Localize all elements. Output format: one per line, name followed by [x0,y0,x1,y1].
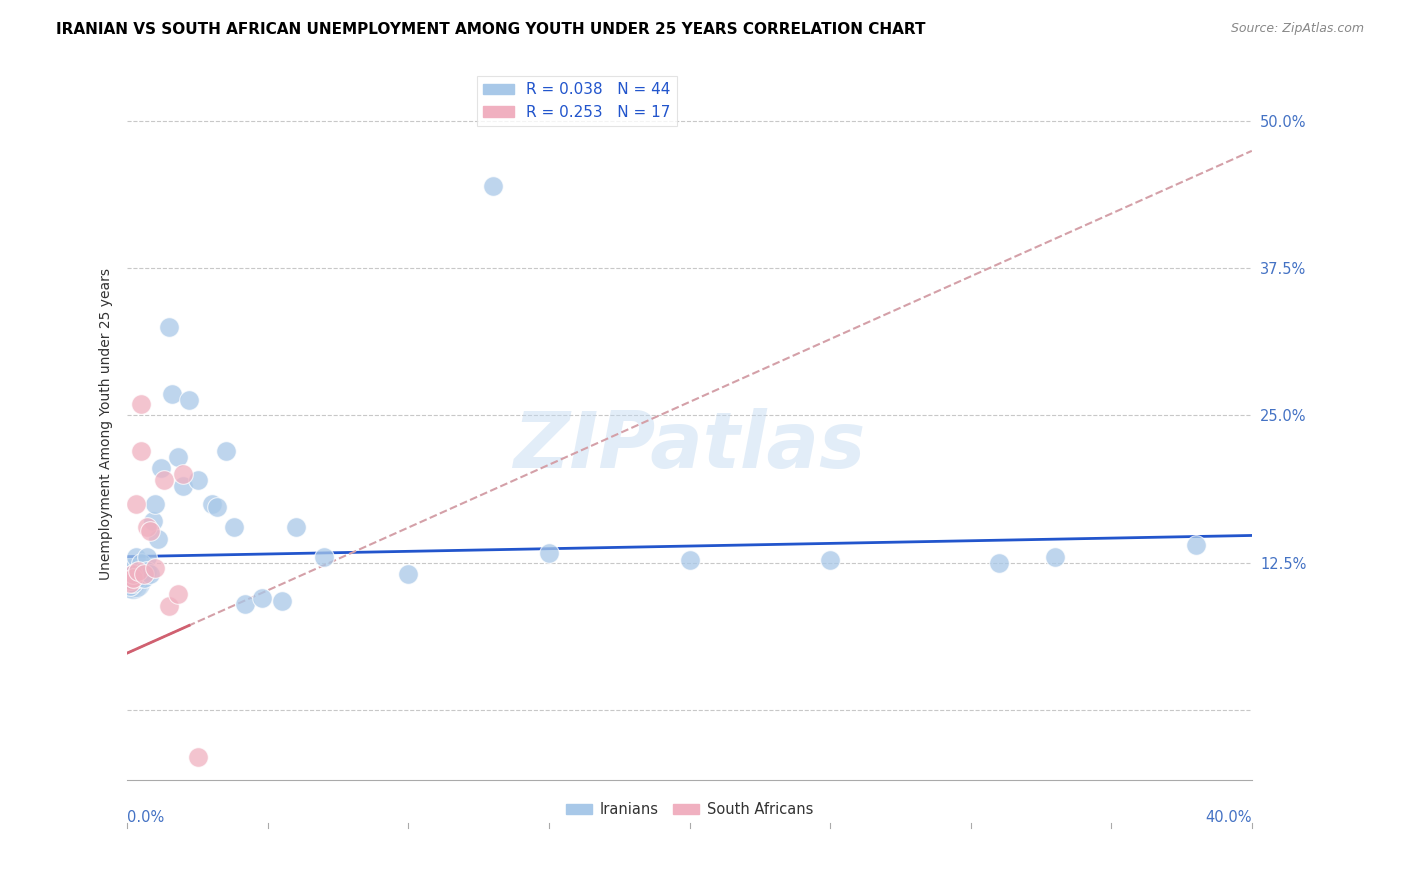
Point [1184,538,1206,552]
Point [481,179,503,194]
Point [120,561,142,575]
Point [186,473,208,487]
Point [205,500,228,515]
Point [143,497,166,511]
Point [200,497,222,511]
Point [122,578,145,592]
Point [250,591,273,605]
Point [312,549,335,564]
Point [214,443,236,458]
Point [270,594,292,608]
Point [128,564,150,578]
Point [131,567,153,582]
Point [143,561,166,575]
Point [120,569,142,583]
Point [149,461,172,475]
Point [120,576,142,591]
Point [128,571,150,585]
Point [122,575,145,590]
Point [987,556,1010,570]
Point [1043,549,1066,564]
Point [172,467,194,482]
Point [139,524,162,538]
Point [157,320,180,334]
Point [131,556,153,570]
Text: 0.0%: 0.0% [128,810,165,824]
Point [122,571,145,585]
Point [120,579,142,593]
Point [396,567,419,582]
Point [122,572,145,586]
Point [284,520,307,534]
Point [222,520,245,534]
Point [186,749,208,764]
Point [134,564,156,578]
Point [125,575,148,590]
Point [118,573,141,587]
Point [125,571,148,585]
Point [122,573,145,587]
Point [120,573,142,587]
Point [157,599,180,613]
Point [121,574,143,589]
Point [120,573,142,587]
Point [131,397,153,411]
Y-axis label: Unemployment Among Youth under 25 years: Unemployment Among Youth under 25 years [100,268,114,581]
Point [120,575,142,590]
Point [166,587,188,601]
Point [134,567,156,582]
Point [122,567,145,582]
Point [818,553,841,567]
Point [166,450,188,464]
Legend: Iranians, South Africans: Iranians, South Africans [560,796,818,822]
Point [134,571,156,585]
Point [122,567,145,582]
Point [146,532,169,546]
Point [131,443,153,458]
Text: ZIPatlas: ZIPatlas [513,408,866,483]
Point [142,514,165,528]
Point [233,597,256,611]
Point [152,473,174,487]
Point [125,497,148,511]
Point [177,393,200,408]
Point [128,564,150,578]
Point [125,549,148,564]
Point [160,387,183,401]
Point [172,479,194,493]
Point [139,567,162,582]
Text: 40.0%: 40.0% [1205,810,1251,824]
Point [136,564,159,578]
Point [136,520,159,534]
Text: Source: ZipAtlas.com: Source: ZipAtlas.com [1230,22,1364,36]
Point [537,546,560,560]
Text: IRANIAN VS SOUTH AFRICAN UNEMPLOYMENT AMONG YOUTH UNDER 25 YEARS CORRELATION CHA: IRANIAN VS SOUTH AFRICAN UNEMPLOYMENT AM… [56,22,925,37]
Point [136,549,159,564]
Point [678,553,700,567]
